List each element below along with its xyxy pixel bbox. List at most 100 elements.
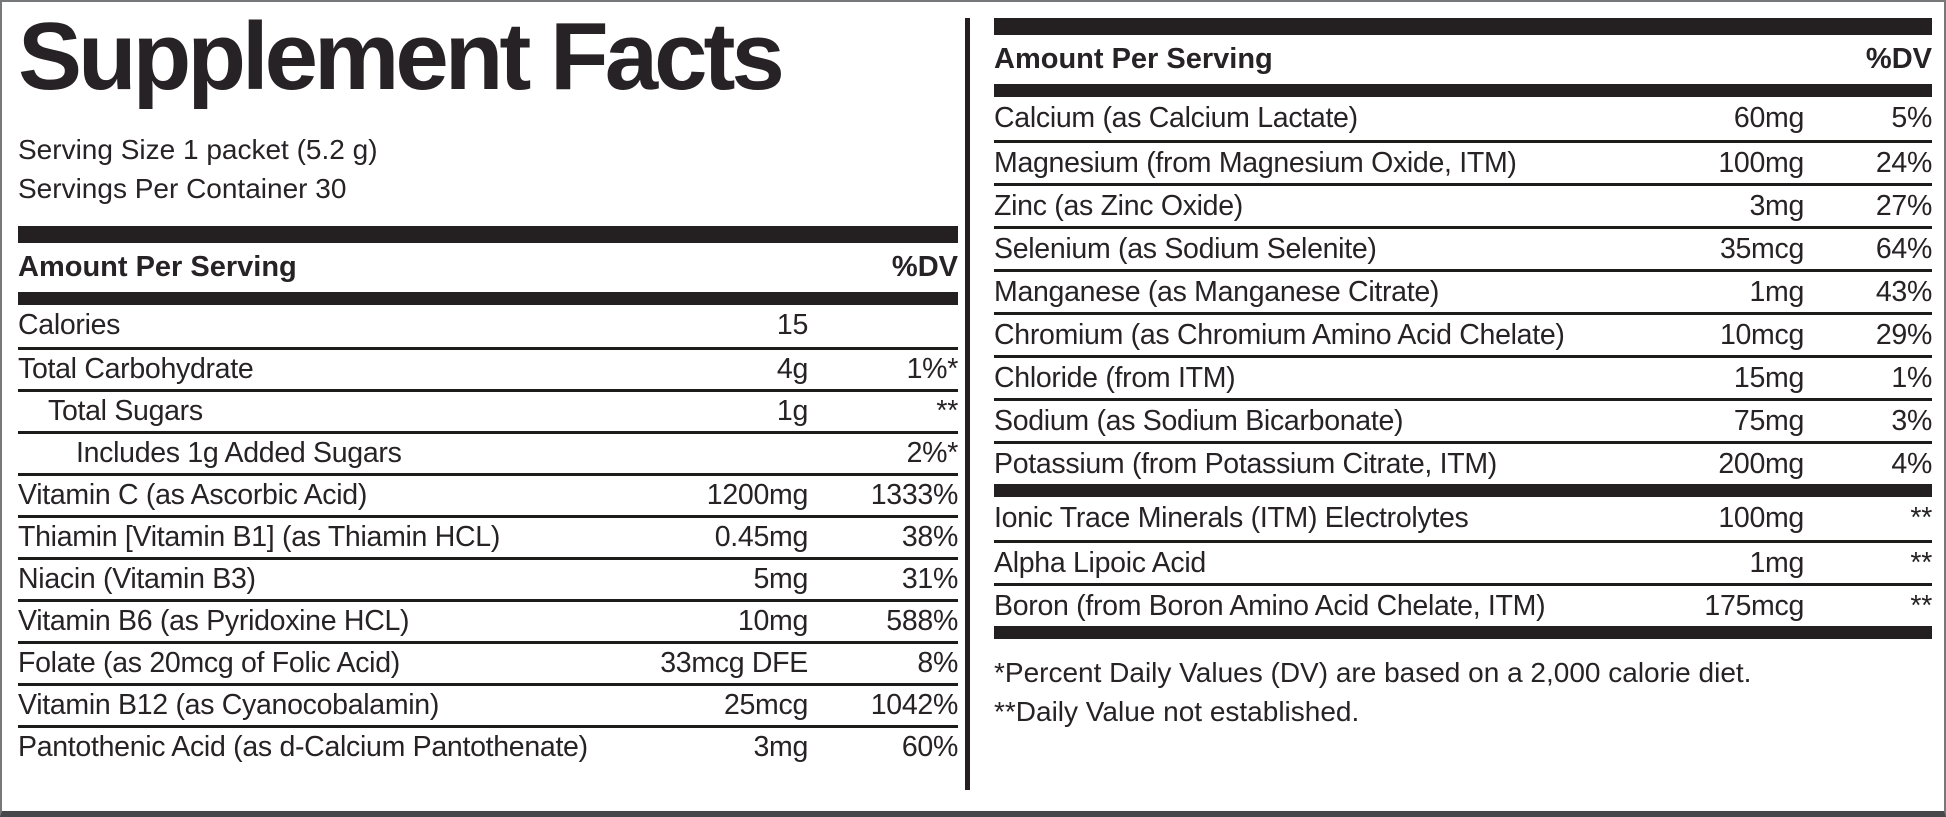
nutrient-label: Total Carbohydrate	[18, 352, 254, 385]
nutrient-amount: 200mg	[1718, 447, 1804, 480]
footnote-dv-not-established: **Daily Value not established.	[994, 696, 1360, 727]
nutrient-label: Sodium (as Sodium Bicarbonate)	[994, 404, 1404, 437]
nutrient-dv: **	[1910, 589, 1932, 622]
table-row: Selenium (as Sodium Selenite) 35mcg 64%	[994, 226, 1932, 269]
table-row: Total Sugars 1g **	[18, 388, 958, 431]
nutrient-dv: 4%	[1891, 447, 1932, 480]
nutrient-amount: 15	[776, 309, 808, 342]
nutrient-label: Potassium (from Potassium Citrate, ITM)	[994, 447, 1497, 480]
nutrient-dv: 38%	[901, 520, 958, 553]
table-row: Magnesium (from Magnesium Oxide, ITM) 10…	[994, 140, 1932, 183]
label-title: Supplement Facts	[18, 3, 785, 110]
nutrient-dv: **	[936, 394, 958, 427]
nutrient-label: Includes 1g Added Sugars	[76, 436, 402, 469]
nutrient-amount: 1mg	[1749, 275, 1804, 308]
column-header: Amount Per Serving %DV	[994, 35, 1932, 84]
table-row: Potassium (from Potassium Citrate, ITM) …	[994, 441, 1932, 484]
nutrient-label: Total Sugars	[48, 394, 203, 427]
nutrient-dv: 1042%	[870, 688, 959, 721]
nutrient-dv: 1333%	[870, 478, 959, 511]
nutrient-label: Calcium (as Calcium Lactate)	[994, 102, 1358, 134]
serving-size: Serving Size 1 packet (5.2 g)	[18, 133, 378, 165]
column-divider	[965, 18, 970, 790]
table-row: Zinc (as Zinc Oxide) 3mg 27%	[994, 183, 1932, 226]
table-row: Niacin (Vitamin B3) 5mg 31%	[18, 556, 958, 599]
right-nutrient-rows-secondary: Ionic Trace Minerals (ITM) Electrolytes …	[994, 497, 1932, 626]
nutrient-dv: 1%	[1891, 361, 1932, 394]
table-row: Alpha Lipoic Acid 1mg **	[994, 540, 1932, 583]
nutrient-dv: 1%*	[906, 352, 959, 385]
nutrient-dv: 60%	[901, 730, 958, 763]
nutrient-label: Niacin (Vitamin B3)	[18, 562, 256, 595]
table-row: Pantothenic Acid (as d-Calcium Pantothen…	[18, 724, 958, 767]
serving-info: Serving Size 1 packet (5.2 g) Servings P…	[18, 130, 958, 208]
nutrient-label: Calories	[18, 309, 121, 342]
nutrient-dv: 29%	[1875, 318, 1932, 351]
nutrient-label: Chloride (from ITM)	[994, 361, 1236, 394]
section-bar	[18, 291, 958, 305]
table-row: Sodium (as Sodium Bicarbonate) 75mg 3%	[994, 398, 1932, 441]
table-row: Chloride (from ITM) 15mg 1%	[994, 355, 1932, 398]
nutrient-amount: 100mg	[1718, 502, 1804, 534]
nutrient-label: Selenium (as Sodium Selenite)	[994, 232, 1377, 265]
section-bar	[18, 225, 958, 243]
nutrient-dv: 2%*	[906, 436, 959, 469]
nutrient-amount: 15mg	[1733, 361, 1804, 394]
nutrient-dv: 43%	[1875, 275, 1932, 308]
table-row: Chromium (as Chromium Amino Acid Chelate…	[994, 312, 1932, 355]
table-row: Calcium (as Calcium Lactate) 60mg 5%	[994, 97, 1932, 140]
right-column: Amount Per Serving %DV Calcium (as Calci…	[994, 18, 1932, 731]
nutrient-amount: 33mcg DFE	[660, 646, 808, 679]
nutrient-label: Folate (as 20mcg of Folic Acid)	[18, 646, 400, 679]
nutrient-amount: 1g	[776, 394, 808, 427]
percent-dv-header: %DV	[891, 250, 958, 283]
nutrient-dv: 31%	[901, 562, 958, 595]
nutrient-dv: 64%	[1875, 232, 1932, 265]
nutrient-label: Alpha Lipoic Acid	[994, 546, 1206, 579]
amount-per-serving-header: Amount Per Serving	[994, 43, 1273, 75]
section-bar	[994, 18, 1932, 35]
nutrient-label: Pantothenic Acid (as d-Calcium Pantothen…	[18, 730, 588, 763]
percent-dv-header: %DV	[1865, 43, 1932, 75]
nutrient-dv: **	[1910, 546, 1932, 579]
table-row: Includes 1g Added Sugars 2%*	[18, 430, 959, 473]
nutrient-amount: 1200mg	[706, 478, 809, 511]
nutrient-dv: 588%	[886, 604, 958, 637]
nutrient-dv: 27%	[1875, 189, 1932, 222]
nutrient-label: Manganese (as Manganese Citrate)	[994, 275, 1440, 308]
nutrient-dv: 5%	[1891, 102, 1932, 134]
table-row: Vitamin B6 (as Pyridoxine HCL) 10mg 588%	[18, 598, 958, 641]
nutrient-amount: 10mcg	[1719, 318, 1804, 351]
table-row: Ionic Trace Minerals (ITM) Electrolytes …	[994, 497, 1932, 540]
nutrient-label: Vitamin B6 (as Pyridoxine HCL)	[18, 604, 410, 637]
table-row: Thiamin [Vitamin B1] (as Thiamin HCL) 0.…	[18, 514, 958, 557]
nutrient-label: Zinc (as Zinc Oxide)	[994, 189, 1243, 222]
nutrient-amount: 3mg	[753, 730, 808, 763]
table-row: Boron (from Boron Amino Acid Chelate, IT…	[994, 583, 1932, 626]
table-row: Vitamin C (as Ascorbic Acid) 1200mg 1333…	[18, 472, 959, 515]
table-row: Folate (as 20mcg of Folic Acid) 33mcg DF…	[18, 640, 958, 683]
column-header: Amount Per Serving %DV	[18, 243, 958, 292]
amount-per-serving-header: Amount Per Serving	[18, 250, 297, 283]
nutrient-label: Vitamin B12 (as Cyanocobalamin)	[18, 688, 440, 721]
nutrient-amount: 100mg	[1718, 146, 1804, 179]
nutrient-dv: 3%	[1891, 404, 1932, 437]
left-nutrient-rows: Calories 15 Total Carbohydrate 4g 1%* To…	[18, 305, 958, 767]
left-column: Supplement Facts Serving Size 1 packet (…	[18, 2, 958, 767]
nutrient-amount: 5mg	[753, 562, 808, 595]
nutrient-amount: 75mg	[1733, 404, 1804, 437]
table-row: Vitamin B12 (as Cyanocobalamin) 25mcg 10…	[18, 682, 959, 725]
section-bar	[994, 484, 1932, 497]
right-nutrient-rows-main: Calcium (as Calcium Lactate) 60mg 5% Mag…	[994, 97, 1932, 484]
nutrient-amount: 0.45mg	[714, 520, 809, 553]
footnote-daily-values: *Percent Daily Values (DV) are based on …	[994, 657, 1752, 688]
servings-per-container: Servings Per Container 30	[18, 172, 347, 204]
section-bar	[994, 84, 1932, 97]
nutrient-amount: 10mg	[737, 604, 808, 637]
nutrient-dv: 24%	[1875, 146, 1932, 179]
nutrient-dv: **	[1910, 502, 1932, 534]
nutrient-amount: 175mcg	[1704, 589, 1804, 622]
nutrient-amount: 25mcg	[723, 688, 808, 721]
table-row: Total Carbohydrate 4g 1%*	[18, 346, 959, 389]
nutrient-label: Magnesium (from Magnesium Oxide, ITM)	[994, 146, 1517, 179]
